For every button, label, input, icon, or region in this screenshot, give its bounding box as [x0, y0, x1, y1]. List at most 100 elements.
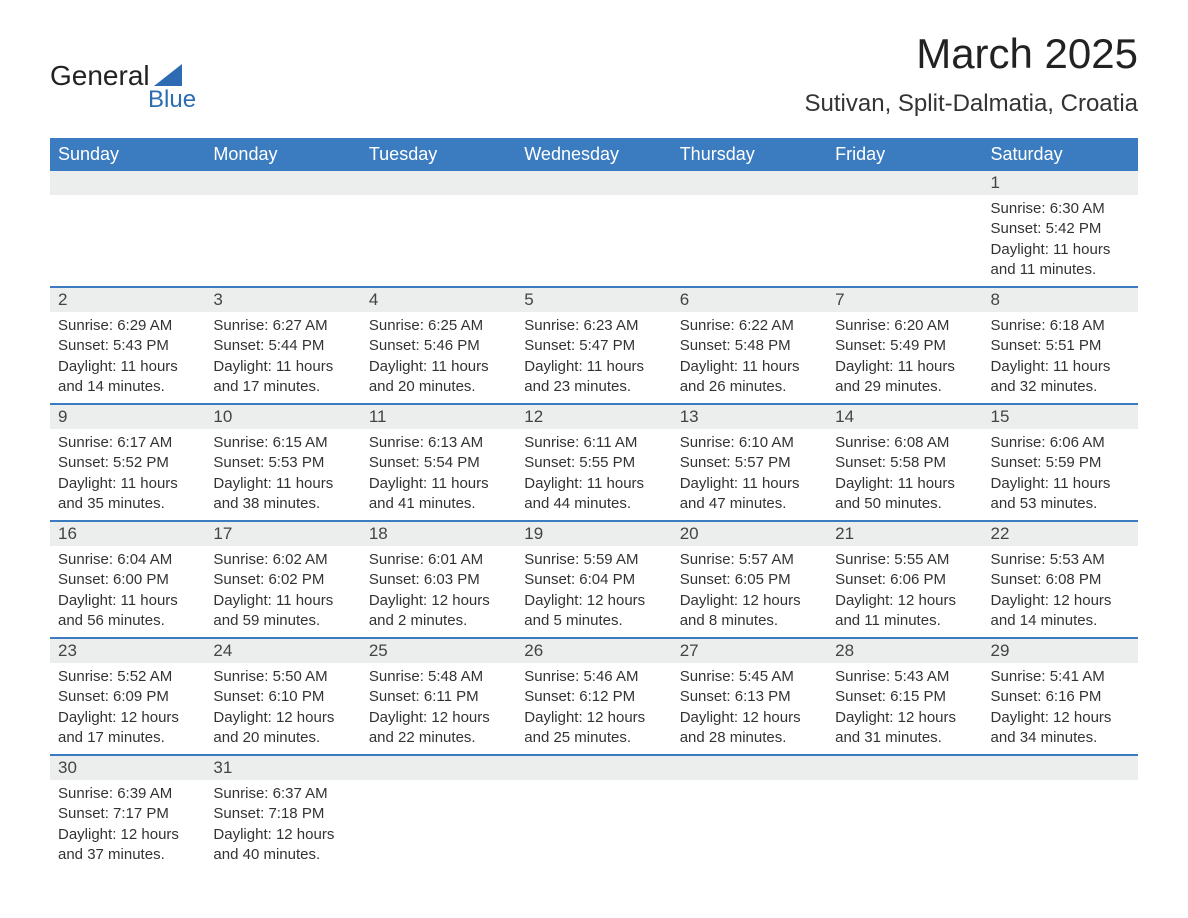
daylight-text-1: Daylight: 11 hours: [524, 357, 663, 377]
calendar-cell: 11Sunrise: 6:13 AMSunset: 5:54 PMDayligh…: [361, 404, 516, 521]
daylight-text-2: and 53 minutes.: [991, 494, 1130, 514]
weekday-header: Wednesday: [516, 138, 671, 171]
day-number: 26: [516, 639, 671, 663]
calendar-cell: 9Sunrise: 6:17 AMSunset: 5:52 PMDaylight…: [50, 404, 205, 521]
daylight-text-1: Daylight: 11 hours: [58, 357, 197, 377]
sunrise-text: Sunrise: 6:04 AM: [58, 550, 197, 570]
sunrise-text: Sunrise: 6:37 AM: [213, 784, 352, 804]
day-info: [672, 195, 827, 205]
sunset-text: Sunset: 5:43 PM: [58, 336, 197, 356]
sunrise-text: Sunrise: 6:25 AM: [369, 316, 508, 336]
daylight-text-2: and 37 minutes.: [58, 845, 197, 865]
daylight-text-2: and 44 minutes.: [524, 494, 663, 514]
weekday-header: Tuesday: [361, 138, 516, 171]
day-number: 12: [516, 405, 671, 429]
day-info: Sunrise: 6:25 AMSunset: 5:46 PMDaylight:…: [361, 312, 516, 403]
calendar-cell: 26Sunrise: 5:46 AMSunset: 6:12 PMDayligh…: [516, 638, 671, 755]
daylight-text-2: and 35 minutes.: [58, 494, 197, 514]
sunset-text: Sunset: 6:10 PM: [213, 687, 352, 707]
sunset-text: Sunset: 5:44 PM: [213, 336, 352, 356]
day-number: [516, 171, 671, 195]
sunrise-text: Sunrise: 6:13 AM: [369, 433, 508, 453]
sunrise-text: Sunrise: 6:29 AM: [58, 316, 197, 336]
calendar-cell: 31Sunrise: 6:37 AMSunset: 7:18 PMDayligh…: [205, 755, 360, 871]
daylight-text-2: and 25 minutes.: [524, 728, 663, 748]
day-info: Sunrise: 5:45 AMSunset: 6:13 PMDaylight:…: [672, 663, 827, 754]
day-info: Sunrise: 5:41 AMSunset: 6:16 PMDaylight:…: [983, 663, 1138, 754]
sunrise-text: Sunrise: 5:50 AM: [213, 667, 352, 687]
daylight-text-1: Daylight: 12 hours: [680, 591, 819, 611]
day-number: 27: [672, 639, 827, 663]
day-number: 19: [516, 522, 671, 546]
weekday-header: Monday: [205, 138, 360, 171]
day-info: [827, 780, 982, 790]
daylight-text-2: and 2 minutes.: [369, 611, 508, 631]
day-info: Sunrise: 6:04 AMSunset: 6:00 PMDaylight:…: [50, 546, 205, 637]
day-number: 6: [672, 288, 827, 312]
sunrise-text: Sunrise: 6:39 AM: [58, 784, 197, 804]
sunset-text: Sunset: 6:09 PM: [58, 687, 197, 707]
daylight-text-1: Daylight: 11 hours: [58, 474, 197, 494]
day-number: 7: [827, 288, 982, 312]
day-info: Sunrise: 5:43 AMSunset: 6:15 PMDaylight:…: [827, 663, 982, 754]
day-info: Sunrise: 6:02 AMSunset: 6:02 PMDaylight:…: [205, 546, 360, 637]
calendar-week-row: 9Sunrise: 6:17 AMSunset: 5:52 PMDaylight…: [50, 404, 1138, 521]
day-number: 24: [205, 639, 360, 663]
sunrise-text: Sunrise: 6:22 AM: [680, 316, 819, 336]
daylight-text-2: and 31 minutes.: [835, 728, 974, 748]
day-info: Sunrise: 5:55 AMSunset: 6:06 PMDaylight:…: [827, 546, 982, 637]
calendar-cell: 10Sunrise: 6:15 AMSunset: 5:53 PMDayligh…: [205, 404, 360, 521]
day-number: 2: [50, 288, 205, 312]
day-info: [361, 195, 516, 205]
day-info: Sunrise: 6:11 AMSunset: 5:55 PMDaylight:…: [516, 429, 671, 520]
weekday-header-row: SundayMondayTuesdayWednesdayThursdayFrid…: [50, 138, 1138, 171]
day-number: [361, 171, 516, 195]
calendar-cell: 30Sunrise: 6:39 AMSunset: 7:17 PMDayligh…: [50, 755, 205, 871]
day-info: Sunrise: 6:10 AMSunset: 5:57 PMDaylight:…: [672, 429, 827, 520]
daylight-text-1: Daylight: 12 hours: [835, 708, 974, 728]
daylight-text-1: Daylight: 11 hours: [991, 240, 1130, 260]
day-number: [361, 756, 516, 780]
sunrise-text: Sunrise: 5:55 AM: [835, 550, 974, 570]
daylight-text-1: Daylight: 11 hours: [369, 474, 508, 494]
calendar-cell: 25Sunrise: 5:48 AMSunset: 6:11 PMDayligh…: [361, 638, 516, 755]
daylight-text-1: Daylight: 12 hours: [835, 591, 974, 611]
day-info: Sunrise: 6:01 AMSunset: 6:03 PMDaylight:…: [361, 546, 516, 637]
sunset-text: Sunset: 5:58 PM: [835, 453, 974, 473]
day-number: [672, 756, 827, 780]
daylight-text-1: Daylight: 12 hours: [58, 708, 197, 728]
day-number: [672, 171, 827, 195]
day-number: [983, 756, 1138, 780]
calendar-cell: [205, 171, 360, 287]
sunset-text: Sunset: 5:52 PM: [58, 453, 197, 473]
sunrise-text: Sunrise: 6:06 AM: [991, 433, 1130, 453]
day-number: 15: [983, 405, 1138, 429]
calendar-cell: 15Sunrise: 6:06 AMSunset: 5:59 PMDayligh…: [983, 404, 1138, 521]
day-info: [205, 195, 360, 205]
calendar-cell: 4Sunrise: 6:25 AMSunset: 5:46 PMDaylight…: [361, 287, 516, 404]
calendar-cell: [827, 171, 982, 287]
calendar-cell: 13Sunrise: 6:10 AMSunset: 5:57 PMDayligh…: [672, 404, 827, 521]
sunrise-text: Sunrise: 6:23 AM: [524, 316, 663, 336]
sunset-text: Sunset: 7:17 PM: [58, 804, 197, 824]
daylight-text-1: Daylight: 12 hours: [58, 825, 197, 845]
day-number: 22: [983, 522, 1138, 546]
sunrise-text: Sunrise: 6:17 AM: [58, 433, 197, 453]
day-number: 17: [205, 522, 360, 546]
daylight-text-1: Daylight: 11 hours: [213, 591, 352, 611]
day-info: Sunrise: 6:23 AMSunset: 5:47 PMDaylight:…: [516, 312, 671, 403]
daylight-text-2: and 8 minutes.: [680, 611, 819, 631]
day-number: 10: [205, 405, 360, 429]
daylight-text-2: and 34 minutes.: [991, 728, 1130, 748]
sunset-text: Sunset: 6:16 PM: [991, 687, 1130, 707]
calendar-cell: [983, 755, 1138, 871]
sunrise-text: Sunrise: 6:20 AM: [835, 316, 974, 336]
calendar-cell: 21Sunrise: 5:55 AMSunset: 6:06 PMDayligh…: [827, 521, 982, 638]
daylight-text-2: and 5 minutes.: [524, 611, 663, 631]
daylight-text-2: and 29 minutes.: [835, 377, 974, 397]
sunset-text: Sunset: 5:42 PM: [991, 219, 1130, 239]
calendar-cell: [672, 171, 827, 287]
day-info: Sunrise: 6:27 AMSunset: 5:44 PMDaylight:…: [205, 312, 360, 403]
day-info: Sunrise: 6:15 AMSunset: 5:53 PMDaylight:…: [205, 429, 360, 520]
day-number: 8: [983, 288, 1138, 312]
